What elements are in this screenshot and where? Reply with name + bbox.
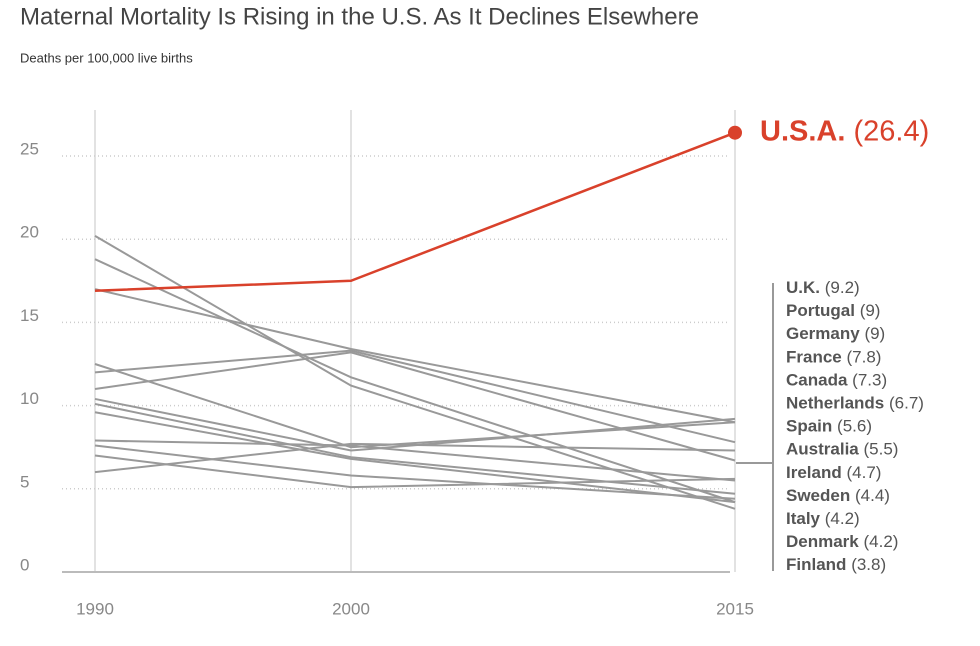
value-label: (7.8) <box>846 348 881 367</box>
series-line <box>94 258 736 504</box>
legend-name: Finland <box>786 556 846 575</box>
legend-entry: Australia (5.5) <box>786 440 898 459</box>
legend-name: U.K. <box>786 278 820 297</box>
value-label: (5.6) <box>837 417 872 436</box>
legend-name: Portugal <box>786 302 855 321</box>
legend-entry: U.K. (9.2) <box>786 278 860 297</box>
series-line <box>94 454 736 489</box>
space <box>845 115 853 147</box>
series-line <box>94 288 736 424</box>
y-tick-label: 25 <box>20 139 39 158</box>
legend-name: Australia <box>786 440 859 459</box>
legend-entry: Portugal (9) <box>786 302 880 321</box>
legend-name: France <box>786 348 842 367</box>
value-label: (5.5) <box>863 440 898 459</box>
legend-name: Germany <box>786 325 860 344</box>
series-line <box>94 411 736 504</box>
chart-title: Maternal Mortality Is Rising in the U.S.… <box>20 3 699 30</box>
legend-name: Netherlands <box>786 394 884 413</box>
legend-name: Canada <box>786 371 848 390</box>
legend-entry: Finland (3.8) <box>786 556 886 575</box>
y-tick-label: 15 <box>20 306 39 325</box>
series-line <box>94 397 736 452</box>
legend-name: Spain <box>786 417 832 436</box>
series-line <box>94 442 736 474</box>
legend-name: Sweden <box>786 486 850 505</box>
legend-entry: Sweden (4.4) <box>786 486 890 505</box>
legend-name: Ireland <box>786 463 842 482</box>
value-label: (4.7) <box>846 463 881 482</box>
value-label: (9) <box>864 325 885 344</box>
y-tick-label: 5 <box>20 472 29 491</box>
value-label: (7.3) <box>852 371 887 390</box>
legend-name: Denmark <box>786 533 859 552</box>
series-line <box>94 235 736 510</box>
series-line <box>94 444 736 500</box>
chart-subtitle: Deaths per 100,000 live births <box>20 50 193 65</box>
x-tick-label: 2015 <box>716 599 754 618</box>
legend-entry: Germany (9) <box>786 325 885 344</box>
value-label: (3.8) <box>851 556 886 575</box>
series-line <box>94 439 736 482</box>
legend-entry: France (7.8) <box>786 348 881 367</box>
series-line <box>94 131 736 293</box>
value-label: (26.4) <box>853 115 929 147</box>
legend-entry: Spain (5.6) <box>786 417 872 436</box>
value-label: (4.4) <box>855 486 890 505</box>
value-label: (4.2) <box>825 509 860 528</box>
series-line <box>94 351 736 462</box>
legend-entry: Italy (4.2) <box>786 509 860 528</box>
us-label: U.S.A. (26.4) <box>760 115 929 147</box>
legend-entry: Netherlands (6.7) <box>786 394 924 413</box>
x-tick-label: 1990 <box>76 599 114 618</box>
legend-entry: Denmark (4.2) <box>786 533 898 552</box>
legend-entry: Ireland (4.7) <box>786 463 881 482</box>
end-point <box>728 125 742 140</box>
y-tick-label: 20 <box>20 223 39 242</box>
x-tick-label: 2000 <box>332 599 370 618</box>
value-label: (6.7) <box>889 394 924 413</box>
series-line <box>94 363 736 449</box>
value-label: (9) <box>860 302 881 321</box>
y-tick-label: 0 <box>20 555 29 574</box>
legend-name: Italy <box>786 509 821 528</box>
series-line <box>94 349 736 444</box>
value-label: (4.2) <box>864 533 899 552</box>
legend-name: U.S.A. <box>760 115 845 147</box>
value-label: (9.2) <box>825 278 860 297</box>
y-tick-label: 10 <box>20 389 39 408</box>
legend-entry: Canada (7.3) <box>786 371 887 390</box>
